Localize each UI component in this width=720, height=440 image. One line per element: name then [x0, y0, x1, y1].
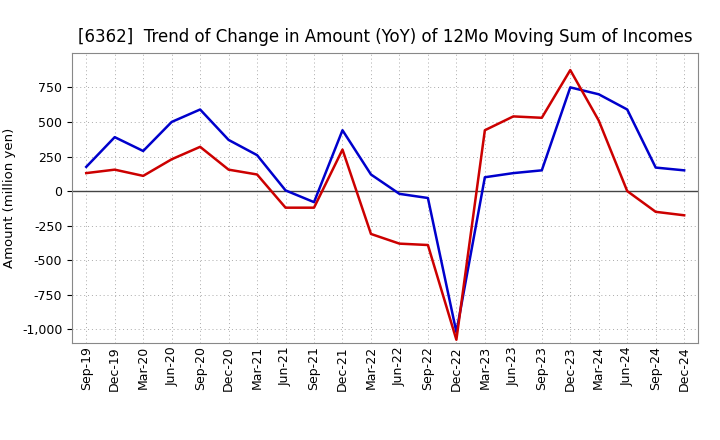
Net Income [139, 173, 148, 179]
Ordinary Income [537, 168, 546, 173]
Ordinary Income [395, 191, 404, 197]
Ordinary Income [282, 188, 290, 193]
Ordinary Income [225, 137, 233, 143]
Legend: Ordinary Income, Net Income: Ordinary Income, Net Income [222, 437, 548, 440]
Net Income [480, 128, 489, 133]
Title: [6362]  Trend of Change in Amount (YoY) of 12Mo Moving Sum of Incomes: [6362] Trend of Change in Amount (YoY) o… [78, 28, 693, 46]
Ordinary Income [652, 165, 660, 170]
Net Income [225, 167, 233, 172]
Net Income [623, 188, 631, 194]
Net Income [82, 170, 91, 176]
Net Income [652, 209, 660, 214]
Net Income [566, 67, 575, 73]
Net Income [282, 205, 290, 210]
Ordinary Income [110, 135, 119, 140]
Ordinary Income [253, 153, 261, 158]
Ordinary Income [680, 168, 688, 173]
Net Income [423, 242, 432, 248]
Net Income [110, 167, 119, 172]
Net Income [167, 157, 176, 162]
Ordinary Income [366, 172, 375, 177]
Line: Ordinary Income: Ordinary Income [86, 88, 684, 332]
Ordinary Income [566, 85, 575, 90]
Ordinary Income [423, 195, 432, 201]
Net Income [310, 205, 318, 210]
Ordinary Income [452, 330, 461, 335]
Ordinary Income [480, 175, 489, 180]
Net Income [338, 147, 347, 152]
Ordinary Income [167, 119, 176, 125]
Net Income [452, 337, 461, 342]
Y-axis label: Amount (million yen): Amount (million yen) [4, 128, 17, 268]
Ordinary Income [509, 170, 518, 176]
Ordinary Income [595, 92, 603, 97]
Net Income [196, 144, 204, 150]
Net Income [595, 118, 603, 123]
Net Income [366, 231, 375, 237]
Net Income [537, 115, 546, 121]
Net Income [680, 213, 688, 218]
Net Income [395, 241, 404, 246]
Ordinary Income [338, 128, 347, 133]
Net Income [509, 114, 518, 119]
Ordinary Income [196, 107, 204, 112]
Ordinary Income [139, 148, 148, 154]
Ordinary Income [623, 107, 631, 112]
Line: Net Income: Net Income [86, 70, 684, 340]
Ordinary Income [310, 199, 318, 205]
Ordinary Income [82, 164, 91, 169]
Net Income [253, 172, 261, 177]
